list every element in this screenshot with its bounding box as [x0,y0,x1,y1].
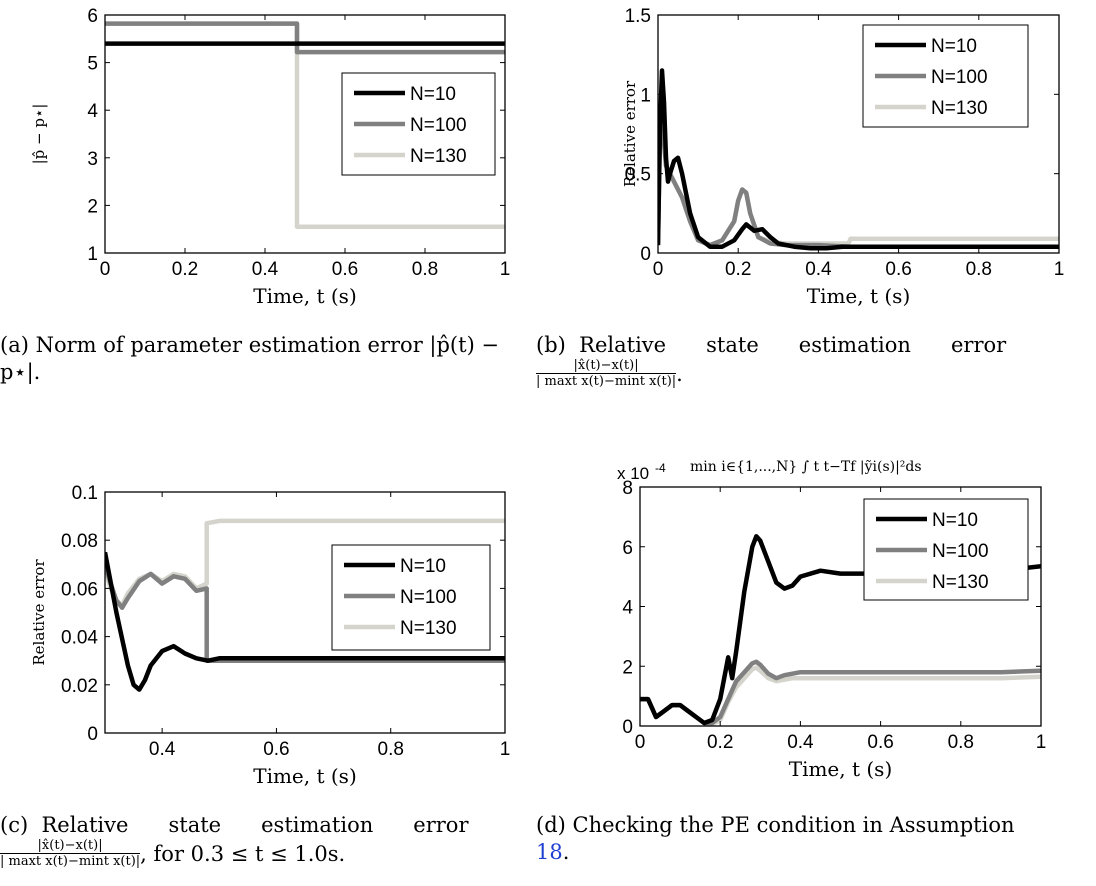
series-group [640,534,1041,726]
caption-b: (b) Relative state estimation error |x̂(… [536,332,1092,389]
x-tick-label: 0.6 [332,259,358,280]
x-tick-label: 1 [500,739,511,760]
y-tick-label: 6 [622,538,633,559]
y-tick-label: 1 [640,85,651,106]
y-tick-label: 4 [87,101,98,122]
legend-label: N=100 [410,115,467,136]
legend-label: N=130 [931,98,988,119]
x-axis-label: Time, t (s) [789,757,893,781]
y-tick-label: 0.5 [625,165,651,186]
caption-a: (a) Norm of parameter estimation error |… [0,332,530,386]
chart-title: min i∈{1,...,N} ∫ t t−Tf |ỹi(s)|²ds [690,459,922,475]
caption-b-frac-den: | maxt x(t)−mint x(t)| [536,373,677,389]
legend-label: N=10 [932,510,978,531]
y-tick-label: 0 [87,724,98,745]
y-tick-label: 8 [622,478,633,499]
y-tick-label: 0.08 [61,531,98,552]
x-tick-label: 0.6 [885,259,911,280]
legend-label: N=130 [400,618,457,639]
legend-label: N=10 [410,84,456,105]
chart-c-relative-state-error-zoom: 0.4 0.6 0.8 1 0 0.02 0.04 0.06 0.08 0.1 Time, t (s… [30,483,511,788]
legend-label: N=100 [400,587,457,608]
x-axis-label: Time, t (s) [253,764,357,788]
x-tick-label: 0.2 [725,259,751,280]
y-tick-label: 1.5 [625,6,651,27]
y-axis-label: Relative error [30,559,48,666]
x-tick-label: 1 [1054,259,1065,280]
caption-b-line1: (b) Relative state estimation error [536,333,1007,357]
series-line-n-10 [658,68,1059,251]
x-tick-label: 0 [653,259,664,280]
caption-c: (c) Relative state estimation error |x̂(… [0,812,530,869]
y-tick-label: 6 [87,6,98,27]
caption-c-line1: (c) Relative state estimation error [0,813,469,837]
y-tick-label: 0.02 [61,676,98,697]
y-exponent-power: -4 [655,461,666,475]
caption-c-frac-den: | maxt x(t)−mint x(t)| [0,853,141,869]
x-axis-label: Time, t (s) [253,284,357,308]
chart-d-pe-condition: 0 0.2 0.4 0.6 0.8 1 0 2 4 6 8 Time, t (s) x 10 -4 min … [617,459,1047,781]
legend-label: N=10 [400,556,446,577]
series-line-n-100 [640,659,1041,726]
series-group [105,518,505,692]
legend-label: N=130 [932,572,989,593]
x-tick-label: 0.6 [263,739,289,760]
series-line-n-100 [105,563,505,663]
chart-a-parameter-error: 0 0.2 0.4 0.6 0.8 1 1 2 3 4 5 6 Time, t (s) |p̂ − p⋆|… [30,6,511,308]
x-tick-label: 1 [500,259,511,280]
caption-b-frac-num: |x̂(t)−x(t)| [573,358,639,373]
x-tick-label: 0.4 [252,259,279,280]
legend-label: N=130 [410,146,467,167]
y-tick-label: 5 [87,54,98,75]
x-tick-label: 0.8 [412,259,438,280]
y-axis-label: |p̂ − p⋆| [30,104,48,165]
y-tick-label: 3 [87,149,98,170]
x-tick-label: 0.8 [966,259,992,280]
y-tick-label: 4 [622,598,633,619]
y-axis-label: Relative error [621,80,639,187]
x-axis-label: Time, t (s) [807,284,911,308]
chart-b-relative-state-error: 0 0.2 0.4 0.6 0.8 1 0 0.5 1 1.5 Time, t (s) Relativ… [621,6,1065,308]
series-line-n-130 [640,665,1041,726]
y-tick-label: 0 [622,717,633,738]
plot-frame [657,14,1060,254]
series-line-n-10 [640,534,1041,726]
caption-d-tail: . [562,840,570,864]
x-tick-label: 0.2 [707,732,733,753]
y-tick-label: 1 [87,244,98,265]
y-exponent-label: x 10 [617,464,649,483]
y-tick-label: 0.04 [61,628,98,649]
series-group [105,21,505,230]
x-tick-label: 0 [635,732,646,753]
y-tick-label: 2 [87,196,98,217]
series-line-n-10 [105,551,505,692]
plot-frame [104,14,506,254]
plot-frame [104,491,506,734]
caption-c-frac-num: |x̂(t)−x(t)| [37,838,103,853]
x-tick-label: 0.8 [378,739,404,760]
x-tick-label: 0.2 [172,259,198,280]
caption-d-ref-link[interactable]: 18 [536,840,563,864]
caption-d: (d) Checking the PE condition in Assumpt… [536,812,1092,866]
y-tick-label: 0 [640,244,651,265]
x-tick-label: 0 [100,259,111,280]
y-tick-label: 0.06 [61,579,98,600]
x-tick-label: 0.6 [867,732,893,753]
caption-a-line1: (a) Norm of parameter estimation error |… [0,333,500,357]
legend-label: N=10 [931,36,977,57]
y-tick-label: 0.1 [72,483,98,504]
y-tick-label: 2 [622,657,633,678]
x-tick-label: 0.8 [948,732,974,753]
x-tick-label: 0.4 [149,739,176,760]
caption-c-tail: , for 0.3 ≤ t ≤ 1.0s. [140,841,346,866]
caption-d-line1: (d) Checking the PE condition in Assumpt… [536,813,1015,837]
series-group [658,68,1059,251]
x-tick-label: 1 [1036,732,1047,753]
legend-label: N=100 [932,541,989,562]
legend-label: N=100 [931,67,988,88]
caption-a-line2: p⋆|. [0,360,41,384]
x-tick-label: 0.4 [805,259,832,280]
series-line-n-100 [105,21,505,55]
x-tick-label: 0.4 [787,732,814,753]
